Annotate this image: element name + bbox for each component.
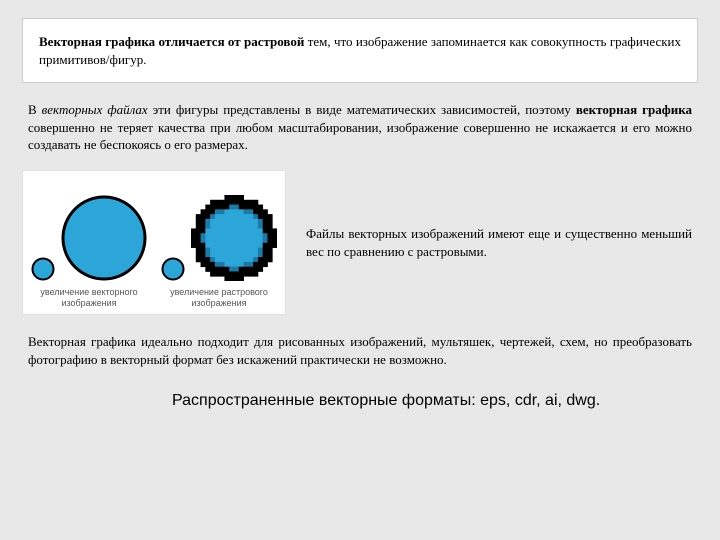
raster-circle-icon xyxy=(191,195,277,281)
side-text: Файлы векторных изображений имеют еще и … xyxy=(306,225,698,260)
header-text: Векторная графика отличается от растрово… xyxy=(39,34,681,67)
formats-text: Распространенные векторные форматы: eps,… xyxy=(22,384,698,412)
diagram-group: увеличение векторногоизображения xyxy=(31,181,147,309)
paragraph-1: В векторных файлах эти фигуры представле… xyxy=(22,101,698,154)
diagram-caption: увеличение векторногоизображения xyxy=(40,287,137,309)
paragraph-2: Векторная графика идеально подходит для … xyxy=(22,333,698,368)
circle-pair xyxy=(31,181,147,281)
circle-pair xyxy=(161,181,277,281)
vector-circle-icon xyxy=(161,257,185,281)
diagram-group: увеличение растровогоизображения xyxy=(161,181,277,309)
vector-circle-icon xyxy=(31,257,55,281)
vector-circle-icon xyxy=(61,195,147,281)
diagram-caption: увеличение растровогоизображения xyxy=(170,287,268,309)
header-box: Векторная графика отличается от растрово… xyxy=(22,18,698,83)
diagram-row: увеличение векторногоизображения увеличен… xyxy=(22,170,698,316)
circles-diagram: увеличение векторногоизображения увеличен… xyxy=(22,170,286,316)
